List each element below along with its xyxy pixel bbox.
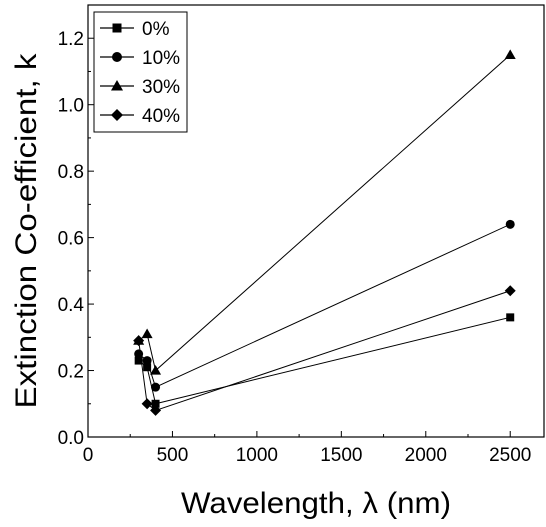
series-line	[138, 316, 511, 405]
data-point	[133, 335, 145, 347]
data-point	[150, 404, 162, 416]
data-point	[150, 365, 162, 375]
data-point	[504, 49, 516, 59]
legend-label: 0%	[142, 19, 170, 40]
data-point	[134, 349, 144, 359]
y-axis-title: Extinction Co-efficient, k	[10, 52, 43, 408]
data-point	[506, 313, 515, 322]
y-axis: 0.0 0.2 0.4 0.6 0.8 1.0 1.2	[58, 4, 94, 449]
legend-label: 40%	[142, 106, 180, 127]
legend-label: 30%	[142, 77, 180, 98]
x-tick-label: 1500	[320, 445, 362, 466]
data-point	[504, 285, 516, 297]
y-tick-label: 0.0	[58, 428, 84, 449]
data-point	[142, 356, 152, 366]
series-1	[134, 219, 515, 392]
data-point	[141, 398, 153, 410]
legend-marker	[111, 80, 123, 91]
legend-box	[93, 11, 188, 133]
x-axis: 0 500 1000 1500 2000 2500	[83, 431, 531, 466]
x-tick-label: 2000	[405, 445, 447, 466]
series-line	[138, 290, 511, 411]
data-point	[505, 219, 515, 229]
series-0	[134, 313, 515, 408]
x-tick-label: 1000	[236, 445, 278, 466]
y-tick-label: 0.6	[58, 229, 84, 250]
y-tick-label: 1.0	[58, 96, 84, 117]
data-point	[141, 328, 153, 339]
data-point	[134, 356, 143, 365]
legend-marker	[112, 52, 122, 62]
data-point	[151, 399, 160, 408]
plot-frame	[87, 4, 545, 438]
series-3	[133, 285, 516, 416]
y-tick-label: 0.4	[58, 295, 85, 316]
data-point	[151, 382, 161, 392]
x-tick-label: 2500	[489, 445, 531, 466]
legend-marker	[112, 23, 122, 33]
series-layer	[133, 49, 516, 416]
x-axis-title: Wavelength, λ (nm)	[181, 487, 451, 520]
series-2	[133, 49, 516, 375]
legend-marker	[111, 109, 123, 121]
legend-label: 10%	[142, 48, 180, 69]
plot-border	[87, 4, 545, 438]
y-tick-label: 0.2	[58, 362, 84, 383]
y-tick-label: 1.2	[58, 29, 84, 50]
series-line	[138, 54, 511, 372]
x-tick-label: 0	[83, 445, 94, 466]
data-point	[143, 363, 152, 372]
x-tick-label: 500	[157, 445, 189, 466]
y-tick-label: 0.8	[58, 162, 84, 183]
legend: 0% 10% 30% 40%	[93, 11, 188, 133]
